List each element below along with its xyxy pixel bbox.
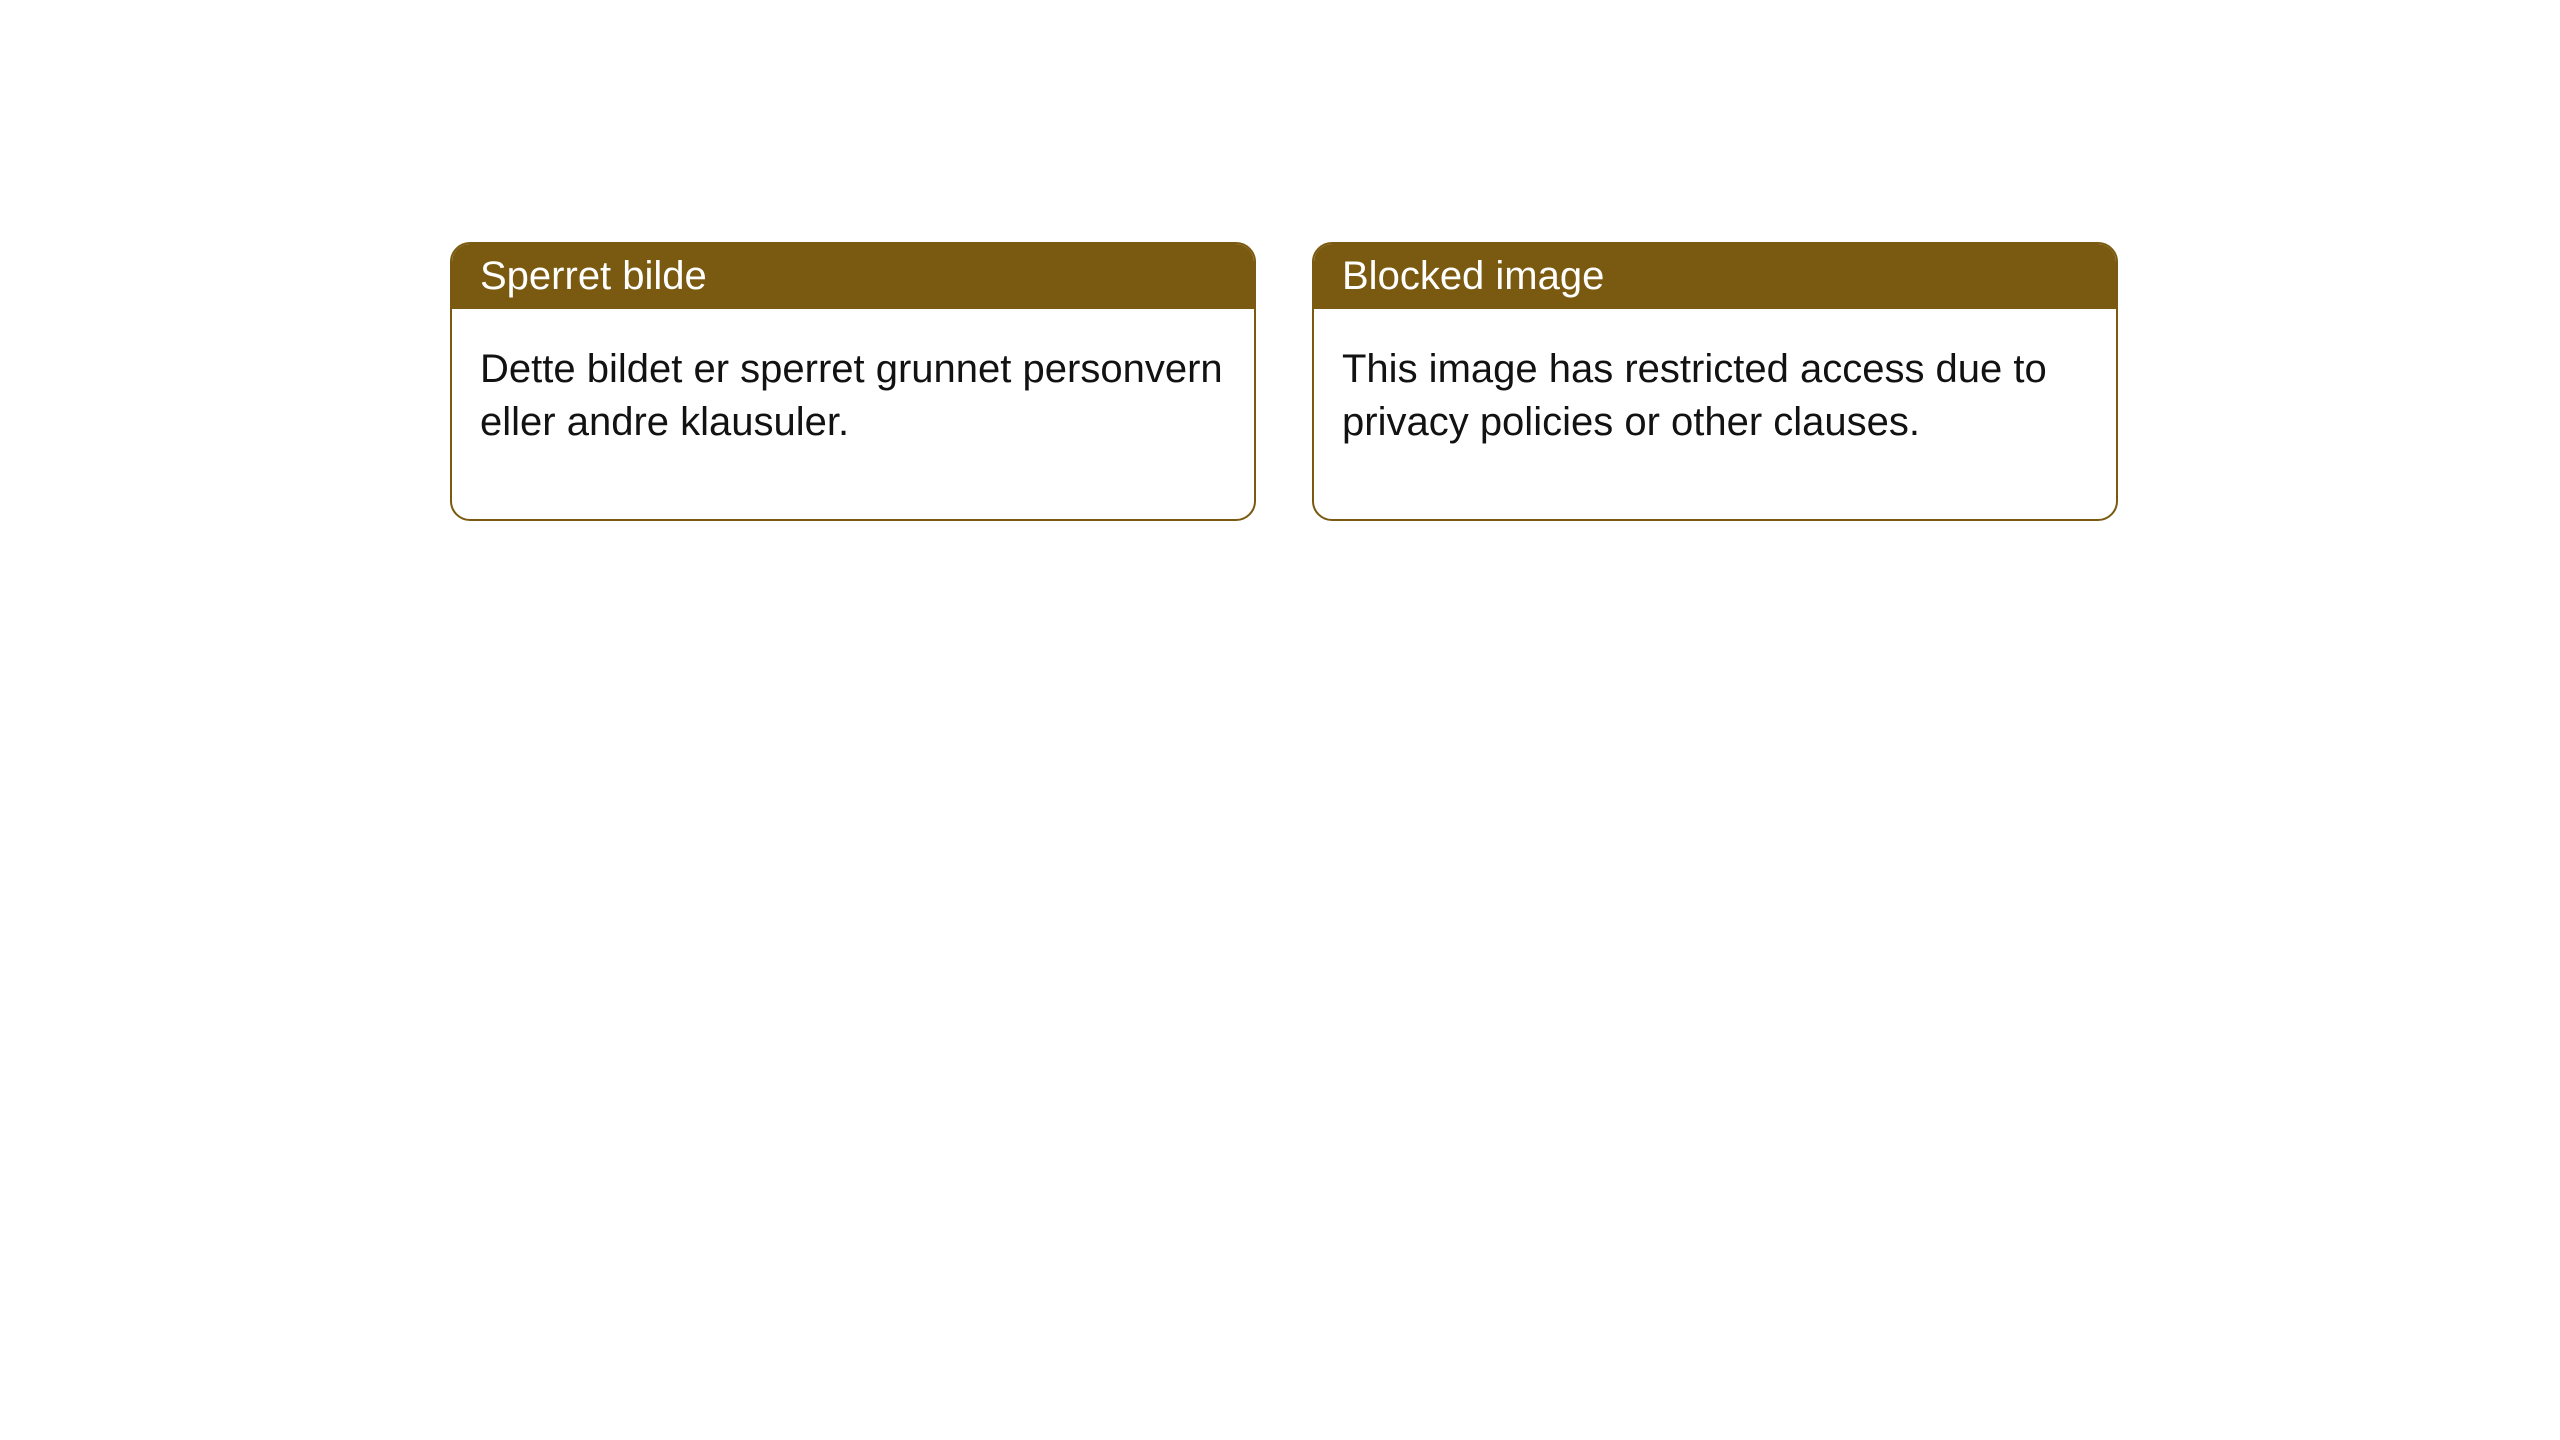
card-body: This image has restricted access due to … — [1314, 309, 2116, 519]
card-body-text: This image has restricted access due to … — [1342, 347, 2047, 444]
notice-card-english: Blocked image This image has restricted … — [1312, 242, 2118, 521]
card-body: Dette bildet er sperret grunnet personve… — [452, 309, 1254, 519]
card-header-text: Sperret bilde — [480, 254, 707, 298]
card-header-text: Blocked image — [1342, 254, 1604, 298]
card-header: Blocked image — [1314, 244, 2116, 309]
notice-cards-container: Sperret bilde Dette bildet er sperret gr… — [450, 242, 2118, 521]
card-header: Sperret bilde — [452, 244, 1254, 309]
notice-card-norwegian: Sperret bilde Dette bildet er sperret gr… — [450, 242, 1256, 521]
card-body-text: Dette bildet er sperret grunnet personve… — [480, 347, 1223, 444]
